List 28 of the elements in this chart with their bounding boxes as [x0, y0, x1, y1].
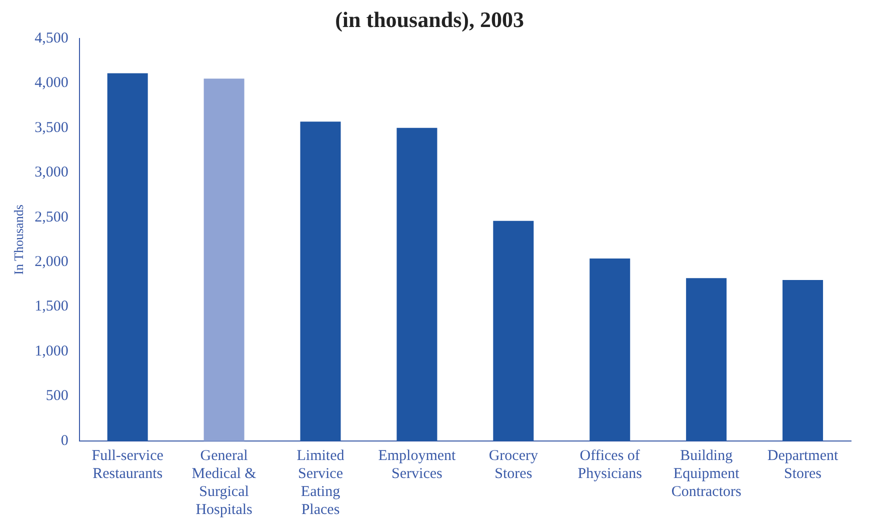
y-tick-label: 3,000	[34, 164, 68, 181]
x-tick-label: Limited Service Eating Places	[296, 448, 345, 518]
y-tick-label: 2,500	[34, 209, 68, 226]
x-tick-label: Full-service Restaurants	[92, 448, 164, 482]
chart-title: (in thousands), 2003	[335, 6, 524, 32]
y-tick-label: 1,000	[34, 343, 68, 360]
bar	[590, 258, 630, 441]
x-tick-label: Building Equipment Contractors	[671, 448, 742, 500]
bar	[396, 128, 438, 441]
bar	[204, 78, 244, 441]
y-tick-label: 1,500	[34, 298, 68, 315]
bar	[300, 122, 341, 441]
y-tick-label: 3,500	[34, 120, 68, 136]
y-tick-label: 0	[60, 432, 68, 449]
x-tick-label: Grocery Stores	[488, 448, 538, 482]
bar	[107, 73, 148, 441]
y-tick-label: 500	[46, 388, 68, 404]
y-axis-title: In Thousands	[11, 204, 26, 275]
y-tick-label: 4,500	[34, 30, 68, 46]
bar	[782, 280, 824, 441]
x-tick-label: Department Stores	[767, 448, 839, 482]
x-tick-label: Employment Services	[378, 448, 457, 482]
x-tick-label: Offices of Physicians	[578, 448, 642, 482]
y-tick-label: 4,000	[34, 75, 68, 92]
bar	[493, 220, 534, 441]
x-tick-label: General Medical & Surgical Hospitals	[192, 448, 257, 518]
bar	[686, 278, 727, 441]
y-tick-label: 2,000	[34, 254, 68, 270]
